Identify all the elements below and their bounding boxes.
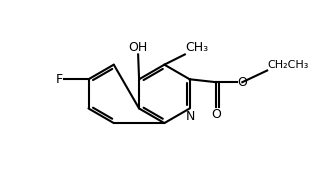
Text: O: O (211, 108, 221, 121)
Text: OH: OH (128, 41, 148, 54)
Text: F: F (56, 73, 63, 86)
Text: O: O (237, 76, 247, 89)
Text: N: N (185, 110, 195, 123)
Text: CH₃: CH₃ (185, 41, 208, 54)
Text: CH₂CH₃: CH₂CH₃ (268, 60, 309, 70)
